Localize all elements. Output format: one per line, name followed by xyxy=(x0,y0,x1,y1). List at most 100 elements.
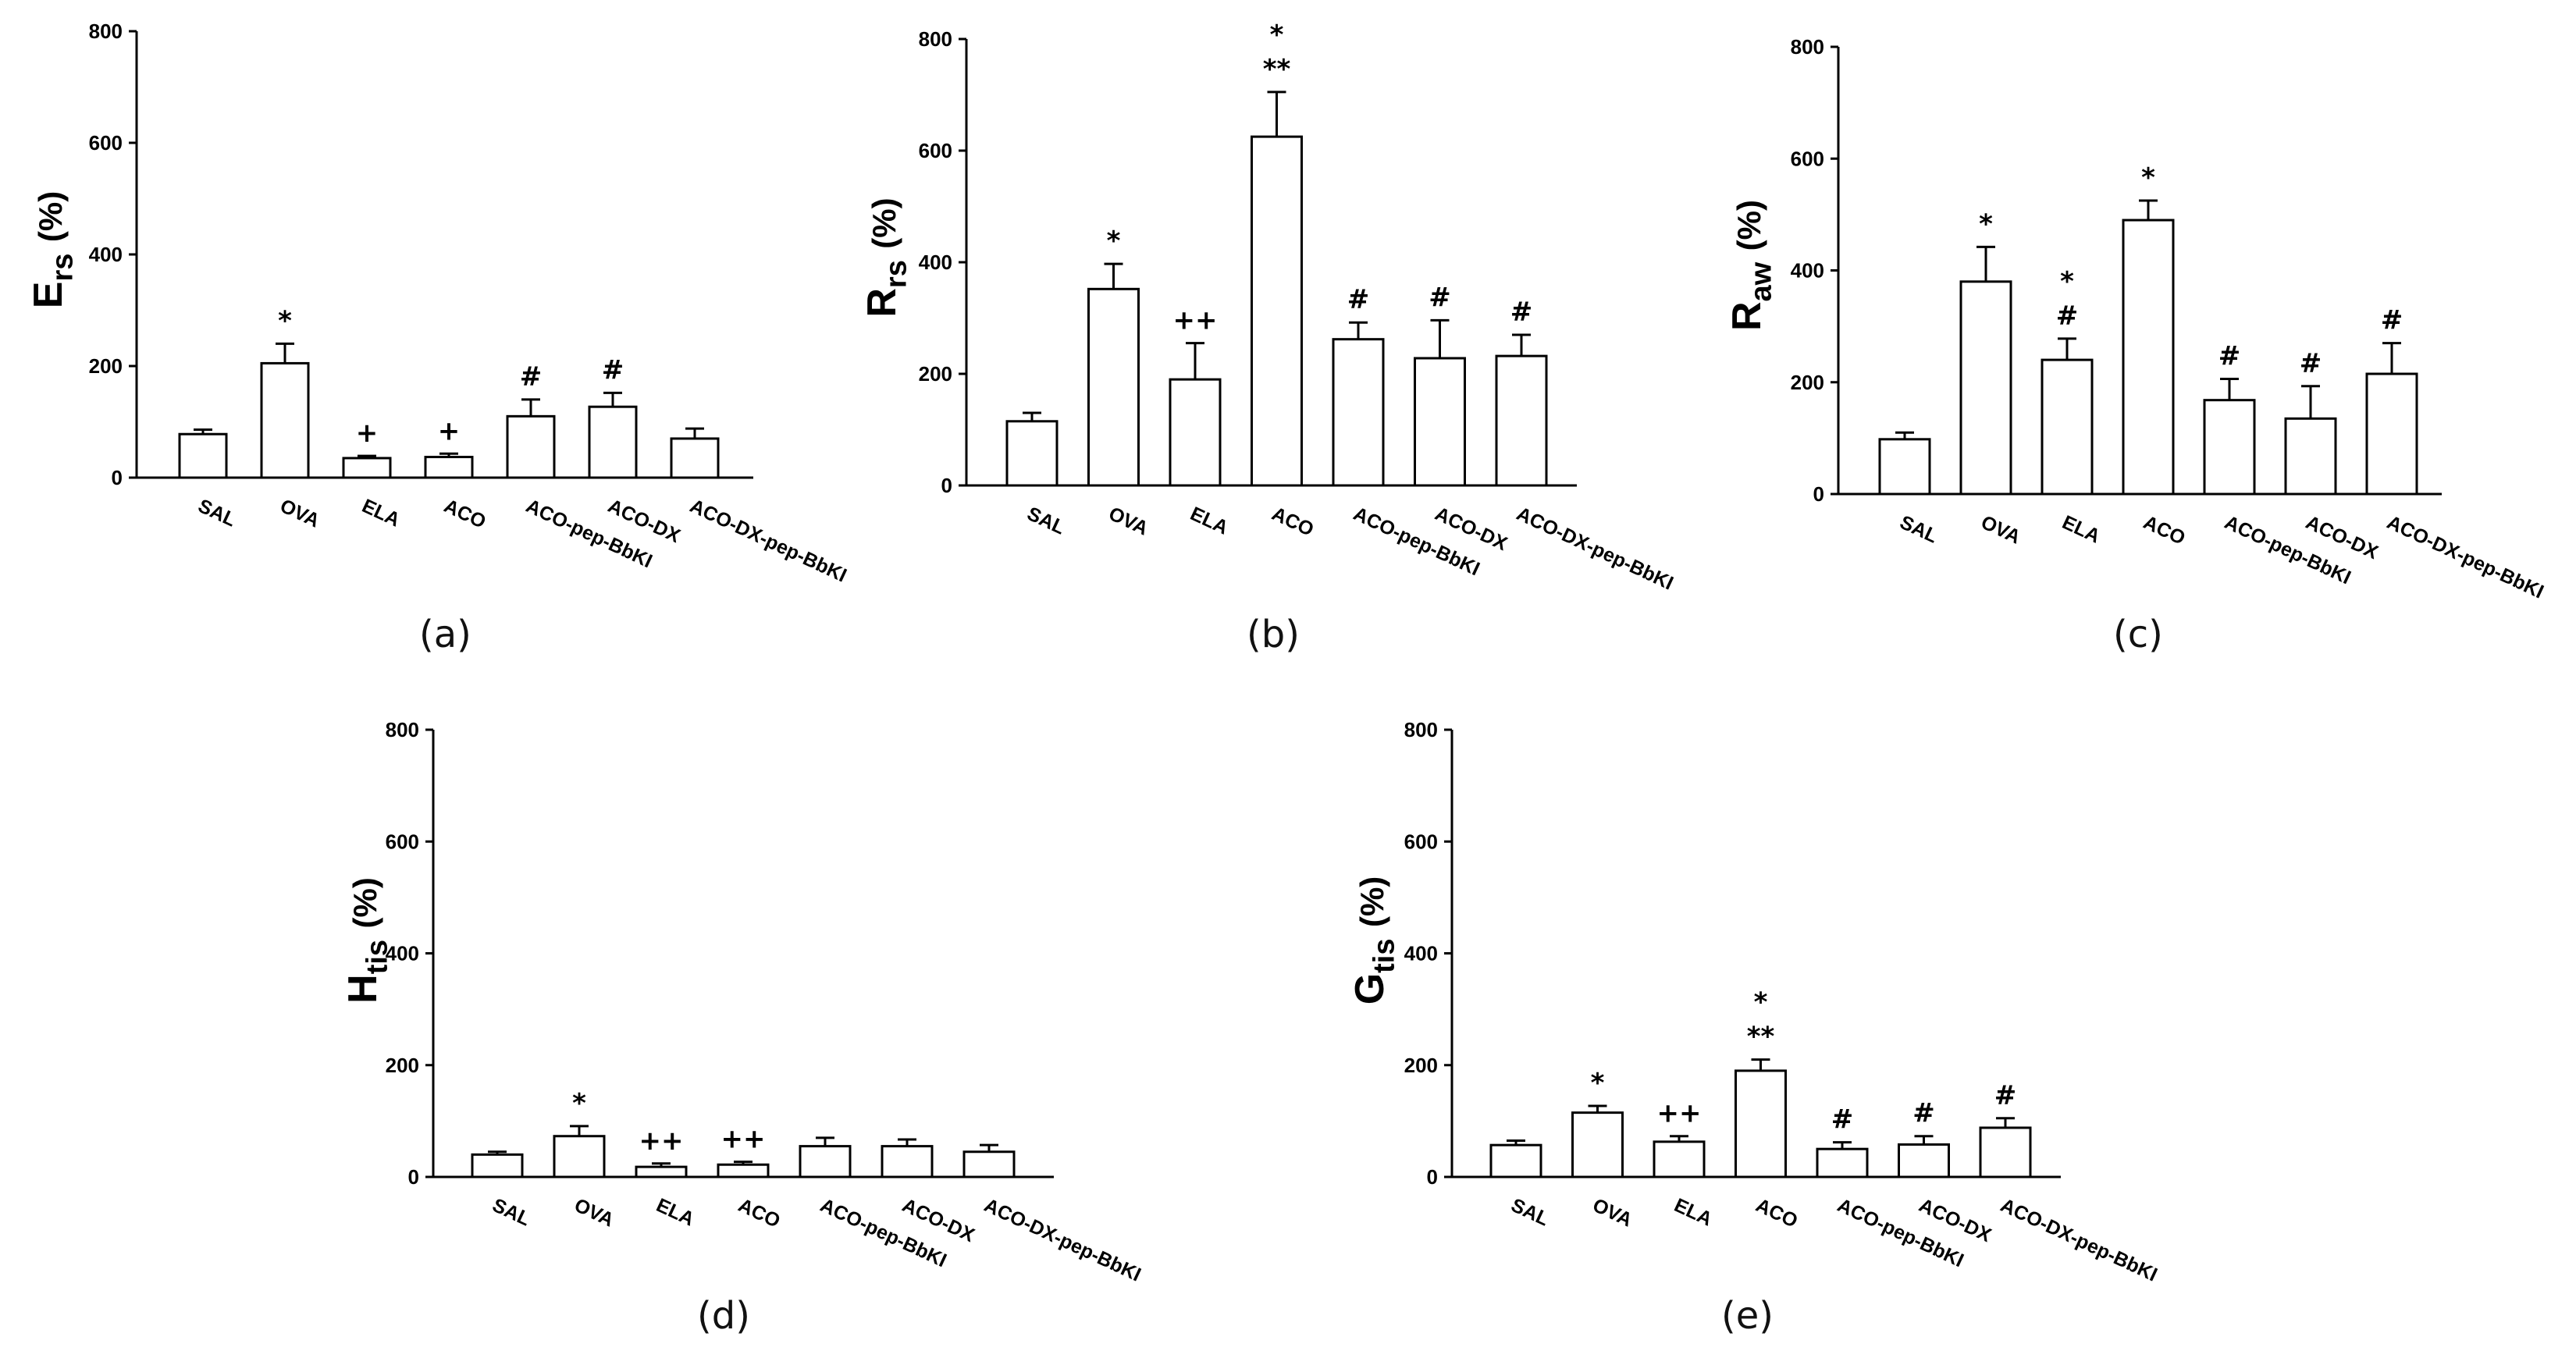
annotation-b-ACO-0: * xyxy=(1270,20,1284,51)
bar-c-SAL xyxy=(1878,438,1931,496)
category-label-d-ELA: ELA xyxy=(653,1194,697,1231)
annotation-c-ELA-0: * xyxy=(2060,266,2074,297)
annotation-c-ACO-0: * xyxy=(2141,162,2155,194)
category-label-b-ACO-DX-pep-BbKI: ACO-DX-pep-BbKI xyxy=(1513,503,1676,595)
ylabel-c-unit: (%) xyxy=(1731,199,1767,251)
bar-c-ACO-DX xyxy=(2284,417,2337,496)
bar-d-ACO-pep-BbKI xyxy=(799,1145,852,1178)
ylabel-a-sub: rs xyxy=(46,253,80,282)
annotation-d-OVA-0: * xyxy=(572,1088,586,1119)
ylabel-a-unit: (%) xyxy=(32,190,69,243)
caption-b: (b) xyxy=(1247,613,1300,656)
bar-e-ACO-DX xyxy=(1898,1143,1950,1178)
bar-d-ACO-DX xyxy=(881,1145,934,1178)
annotation-e-ACO-pep-BbKI-0: # xyxy=(1831,1104,1854,1136)
category-label-d-ACO-DX-pep-BbKI: ACO-DX-pep-BbKI xyxy=(980,1194,1144,1286)
ylabel-e-unit: (%) xyxy=(1354,876,1390,928)
category-label-c-ELA: ELA xyxy=(2058,511,2103,548)
ylabel-b: Rrs (%) xyxy=(859,180,913,336)
bar-a-OVA xyxy=(260,361,310,479)
category-label-e-ELA: ELA xyxy=(1670,1194,1715,1231)
bar-d-OVA xyxy=(553,1135,606,1178)
annotation-e-ACO-1: ** xyxy=(1747,1022,1775,1053)
ylabel-e-main: G xyxy=(1347,972,1393,1005)
annotation-a-OVA-0: * xyxy=(278,305,292,336)
y-tick-label-e-0: 0 xyxy=(1427,1165,1438,1189)
y-tick-label-a-400: 400 xyxy=(89,243,123,266)
ylabel-b-sub: rs xyxy=(880,260,913,289)
annotation-e-ELA-0: ++ xyxy=(1657,1098,1702,1129)
bar-a-ACO-DX-pep-BbKI xyxy=(670,437,720,479)
y-tick-label-a-800: 800 xyxy=(89,20,123,43)
bar-d-ELA xyxy=(635,1165,688,1178)
y-tick-label-c-200: 200 xyxy=(1791,371,1824,394)
y-tick-label-b-600: 600 xyxy=(919,139,952,162)
bar-d-ACO xyxy=(717,1163,770,1178)
ylabel-c-sub: aw xyxy=(1745,261,1778,302)
category-label-d-ACO: ACO xyxy=(735,1194,783,1232)
category-label-c-OVA: OVA xyxy=(1977,511,2023,548)
bar-c-ACO-DX-pep-BbKI xyxy=(2365,372,2418,496)
category-label-e-ACO: ACO xyxy=(1752,1194,1801,1232)
category-label-a-SAL: SAL xyxy=(194,495,239,531)
bar-d-ACO-DX-pep-BbKI xyxy=(962,1150,1016,1178)
category-label-b-SAL: SAL xyxy=(1023,503,1068,539)
ylabel-a-main: E xyxy=(26,281,71,309)
y-tick-label-a-200: 200 xyxy=(89,354,123,378)
ylabel-a: Ers (%) xyxy=(25,172,79,328)
y-tick-label-c-400: 400 xyxy=(1791,259,1824,283)
y-tick-label-a-0: 0 xyxy=(112,466,123,489)
annotation-b-ACO-pep-BbKI-0: # xyxy=(1347,284,1370,315)
annotation-c-ELA-1: # xyxy=(2056,300,2079,332)
annotation-c-ACO-DX-0: # xyxy=(2300,348,2322,379)
annotation-e-ACO-0: * xyxy=(1754,987,1768,1018)
category-label-b-ACO: ACO xyxy=(1268,503,1317,541)
category-label-a-ACO: ACO xyxy=(440,495,489,533)
annotation-c-OVA-0: * xyxy=(1979,208,1993,240)
caption-a: (a) xyxy=(419,613,471,656)
caption-c: (c) xyxy=(2113,613,2163,656)
category-label-e-OVA: OVA xyxy=(1589,1194,1635,1231)
ylabel-d-main: H xyxy=(340,974,386,1004)
category-label-e-SAL: SAL xyxy=(1507,1194,1552,1231)
ylabel-c: Raw (%) xyxy=(1724,180,1777,351)
bar-e-SAL xyxy=(1489,1143,1542,1178)
annotation-d-ELA-0: ++ xyxy=(639,1125,684,1157)
annotation-c-ACO-pep-BbKI-0: # xyxy=(2218,340,2241,371)
bar-e-ACO-pep-BbKI xyxy=(1816,1147,1869,1178)
caption-d: (d) xyxy=(697,1294,750,1338)
bar-b-ACO xyxy=(1251,135,1303,487)
y-tick-label-b-800: 800 xyxy=(919,27,952,51)
ylabel-b-unit: (%) xyxy=(866,197,902,249)
annotation-e-ACO-DX-0: # xyxy=(1912,1098,1935,1129)
bar-e-ELA xyxy=(1653,1140,1706,1178)
bar-d-SAL xyxy=(471,1153,524,1178)
ylabel-e: Gtis (%) xyxy=(1347,855,1400,1026)
caption-e: (e) xyxy=(1721,1294,1774,1338)
y-tick-label-d-400: 400 xyxy=(386,942,419,965)
annotation-a-ACO-DX-0: # xyxy=(602,354,624,386)
bar-c-ACO-pep-BbKI xyxy=(2203,399,2256,496)
category-label-a-ACO-DX-pep-BbKI: ACO-DX-pep-BbKI xyxy=(686,495,849,587)
category-label-b-OVA: OVA xyxy=(1105,503,1151,539)
bar-a-SAL xyxy=(178,432,228,479)
ylabel-d-sub: tis xyxy=(361,939,394,975)
bar-b-ACO-DX-pep-BbKI xyxy=(1495,354,1548,487)
ylabel-e-sub: tis xyxy=(1368,938,1401,973)
y-tick-label-d-0: 0 xyxy=(408,1165,419,1189)
annotation-b-ACO-DX-pep-BbKI-0: # xyxy=(1510,297,1533,328)
annotation-a-ACO-pep-BbKI-0: # xyxy=(520,361,543,393)
y-tick-label-b-200: 200 xyxy=(919,362,952,386)
y-tick-label-b-400: 400 xyxy=(919,251,952,274)
y-tick-label-c-800: 800 xyxy=(1791,35,1824,59)
ylabel-d-unit: (%) xyxy=(347,877,383,929)
category-label-e-ACO-DX-pep-BbKI: ACO-DX-pep-BbKI xyxy=(1997,1194,2160,1286)
y-tick-label-d-200: 200 xyxy=(386,1054,419,1077)
y-tick-label-e-200: 200 xyxy=(1404,1054,1438,1077)
y-tick-label-c-600: 600 xyxy=(1791,147,1824,170)
annotation-e-ACO-DX-pep-BbKI-0: # xyxy=(1994,1080,2017,1111)
category-label-d-OVA: OVA xyxy=(571,1194,617,1231)
bar-c-ELA xyxy=(2041,358,2094,496)
category-label-c-ACO-DX-pep-BbKI: ACO-DX-pep-BbKI xyxy=(2383,511,2546,603)
